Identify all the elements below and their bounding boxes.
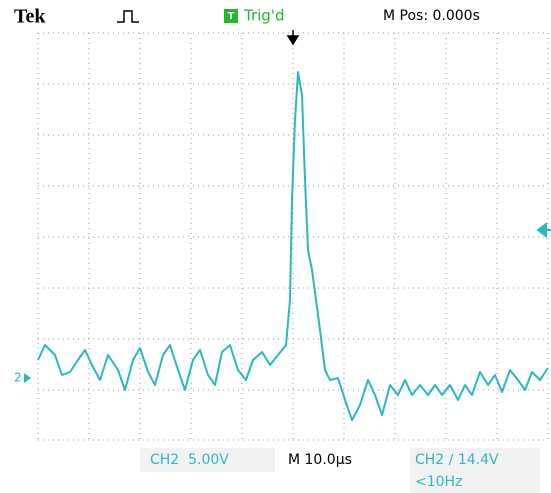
position: M Pos: 0.000s bbox=[383, 8, 480, 24]
trigger-box bbox=[410, 448, 540, 493]
acquire-icon bbox=[117, 10, 139, 23]
trigger-setting: CH2 ∕ 14.4V bbox=[415, 452, 499, 468]
trigger-level-marker bbox=[536, 222, 551, 238]
timebase: M 10.0µs bbox=[288, 452, 352, 468]
channel-box bbox=[140, 448, 275, 472]
channel-marker-arrow bbox=[24, 373, 31, 383]
frequency: <10Hz bbox=[415, 474, 462, 490]
channel-scale: CH2 5.00V bbox=[150, 452, 229, 468]
trigger-position-marker bbox=[286, 30, 300, 46]
trigger-status: Trig'd bbox=[243, 7, 284, 25]
trigger-icon: T bbox=[228, 11, 235, 22]
trigger-icon-box bbox=[224, 9, 238, 23]
brand: Tek bbox=[14, 6, 46, 28]
waveform bbox=[37, 71, 549, 421]
channel-marker: 2 bbox=[14, 371, 22, 385]
